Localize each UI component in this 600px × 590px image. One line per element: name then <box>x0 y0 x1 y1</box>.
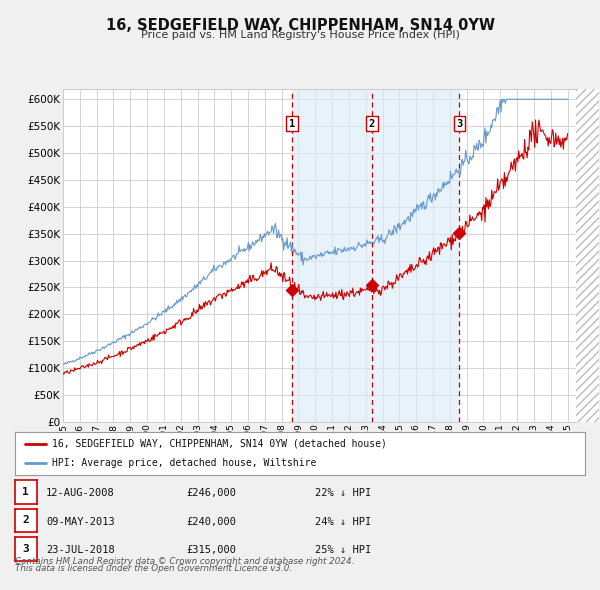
Text: £315,000: £315,000 <box>186 545 236 555</box>
Text: HPI: Average price, detached house, Wiltshire: HPI: Average price, detached house, Wilt… <box>52 458 316 468</box>
Text: 12-AUG-2008: 12-AUG-2008 <box>46 489 115 499</box>
Text: Price paid vs. HM Land Registry's House Price Index (HPI): Price paid vs. HM Land Registry's House … <box>140 30 460 40</box>
Text: 23-JUL-2018: 23-JUL-2018 <box>46 545 115 555</box>
Text: 25% ↓ HPI: 25% ↓ HPI <box>315 545 371 555</box>
Text: 1: 1 <box>289 119 295 129</box>
Text: 1: 1 <box>22 487 29 497</box>
Text: This data is licensed under the Open Government Licence v3.0.: This data is licensed under the Open Gov… <box>15 564 292 573</box>
Text: Contains HM Land Registry data © Crown copyright and database right 2024.: Contains HM Land Registry data © Crown c… <box>15 557 355 566</box>
Text: 2: 2 <box>22 516 29 525</box>
Text: 16, SEDGEFIELD WAY, CHIPPENHAM, SN14 0YW (detached house): 16, SEDGEFIELD WAY, CHIPPENHAM, SN14 0YW… <box>52 439 387 449</box>
Text: 2: 2 <box>368 119 375 129</box>
Bar <box>292 88 459 422</box>
Text: 24% ↓ HPI: 24% ↓ HPI <box>315 517 371 527</box>
Text: £246,000: £246,000 <box>186 489 236 499</box>
Text: £240,000: £240,000 <box>186 517 236 527</box>
Text: 16, SEDGEFIELD WAY, CHIPPENHAM, SN14 0YW: 16, SEDGEFIELD WAY, CHIPPENHAM, SN14 0YW <box>106 18 494 32</box>
Text: 3: 3 <box>456 119 463 129</box>
Text: 3: 3 <box>22 544 29 553</box>
Text: 09-MAY-2013: 09-MAY-2013 <box>46 517 115 527</box>
Text: 22% ↓ HPI: 22% ↓ HPI <box>315 489 371 499</box>
